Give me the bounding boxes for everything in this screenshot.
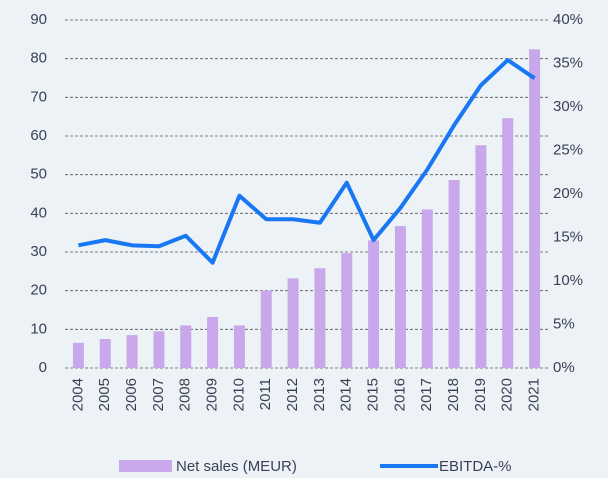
x-tick-label: 2009 bbox=[204, 378, 221, 411]
y-tick-label: 20 bbox=[30, 282, 47, 299]
x-tick-label: 2019 bbox=[472, 378, 489, 411]
y2-tick-label: 5% bbox=[553, 315, 575, 332]
x-tick-label: 2011 bbox=[257, 378, 274, 410]
bar bbox=[502, 118, 514, 368]
y-tick-label: 30 bbox=[30, 243, 47, 260]
bar bbox=[341, 253, 353, 368]
y2-tick-label: 25% bbox=[553, 141, 583, 158]
x-tick-label: 2015 bbox=[365, 378, 382, 411]
x-tick-label: 2007 bbox=[150, 378, 167, 411]
bar bbox=[394, 226, 406, 368]
bar bbox=[260, 290, 272, 368]
bar bbox=[126, 335, 138, 368]
legend-label: EBITDA-% bbox=[439, 458, 512, 475]
legend-label: Net sales (MEUR) bbox=[176, 458, 297, 475]
y2-tick-label: 10% bbox=[553, 272, 583, 289]
y-tick-label: 90 bbox=[30, 11, 47, 28]
bar bbox=[529, 49, 541, 369]
bar bbox=[207, 316, 219, 368]
y2-tick-label: 40% bbox=[553, 11, 583, 28]
y-tick-label: 70 bbox=[30, 88, 47, 105]
bar bbox=[233, 325, 245, 368]
x-tick-label: 2018 bbox=[445, 378, 462, 411]
x-tick-label: 2017 bbox=[418, 378, 435, 411]
bar bbox=[72, 342, 84, 368]
x-tick-label: 2010 bbox=[230, 378, 247, 411]
bar bbox=[99, 339, 111, 368]
legend-swatch bbox=[119, 460, 172, 472]
y2-tick-label: 15% bbox=[553, 228, 583, 245]
x-tick-label: 2004 bbox=[69, 378, 86, 411]
y-tick-label: 40 bbox=[30, 204, 47, 221]
x-tick-label: 2013 bbox=[311, 378, 328, 411]
y2-tick-label: 0% bbox=[553, 359, 575, 376]
bar bbox=[180, 325, 192, 368]
bar bbox=[287, 278, 299, 368]
bar bbox=[314, 268, 326, 368]
x-tick-label: 2012 bbox=[284, 378, 301, 411]
y-tick-label: 80 bbox=[30, 50, 47, 67]
x-tick-label: 2014 bbox=[338, 378, 355, 411]
y-tick-label: 10 bbox=[30, 320, 47, 337]
x-tick-label: 2020 bbox=[499, 378, 516, 411]
y-tick-label: 0 bbox=[39, 359, 47, 376]
bar bbox=[448, 180, 460, 368]
y2-tick-label: 30% bbox=[553, 98, 583, 115]
x-tick-label: 2021 bbox=[526, 378, 543, 411]
y-tick-label: 60 bbox=[30, 127, 47, 144]
x-tick-label: 2016 bbox=[391, 378, 408, 411]
x-tick-label: 2006 bbox=[123, 378, 140, 411]
bar bbox=[475, 145, 487, 368]
y-tick-label: 50 bbox=[30, 166, 47, 183]
bar bbox=[368, 240, 380, 368]
x-tick-label: 2008 bbox=[177, 378, 194, 411]
line bbox=[78, 58, 536, 265]
bar bbox=[153, 331, 165, 368]
y2-tick-label: 35% bbox=[553, 54, 583, 71]
bar bbox=[421, 209, 433, 368]
x-tick-label: 2005 bbox=[96, 378, 113, 411]
y2-tick-label: 20% bbox=[553, 185, 583, 202]
